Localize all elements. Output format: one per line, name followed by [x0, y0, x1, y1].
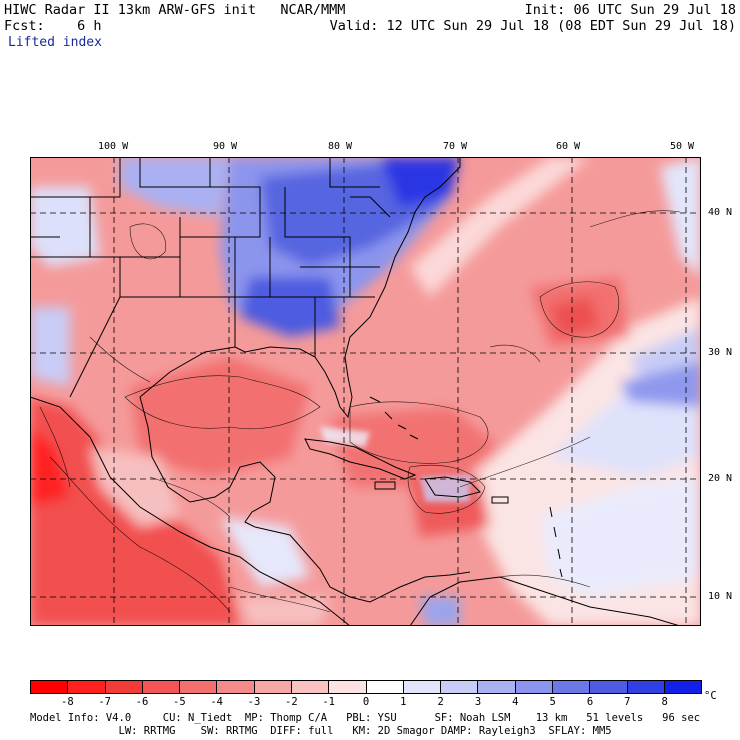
field-name: Lifted index: [8, 35, 102, 50]
agency-label: NCAR/MMM: [280, 2, 346, 18]
lat-label-30n: 30 N: [708, 347, 733, 358]
colorbar-tick-label: -4: [210, 696, 223, 708]
contours: [39, 210, 681, 613]
colorbar-tick-label: 6: [586, 696, 594, 708]
colorbar-swatch: [478, 681, 516, 693]
colorbar-tick-label: -5: [173, 696, 186, 708]
colorbar-tick-label: 7: [624, 696, 631, 708]
lat-label-40n: 40 N: [708, 207, 733, 218]
lon-label-90w: 90 W: [213, 141, 238, 152]
colorbar-tick-label: -2: [285, 696, 298, 708]
lon-label-80w: 80 W: [328, 141, 353, 152]
lon-label-60w: 60 W: [556, 141, 581, 152]
colorbar-swatch: [217, 681, 255, 693]
colorbar-tick-label: -8: [61, 696, 74, 708]
colorbar-swatch: [366, 681, 404, 693]
lon-label-50w: 50 W: [670, 141, 695, 152]
colorbar-tick-label: -3: [247, 696, 261, 708]
valid-time: Valid: 12 UTC Sun 29 Jul 18 (08 EDT Sun …: [329, 18, 736, 34]
map-frame: [30, 157, 701, 626]
lat-label-20n: 20 N: [708, 473, 733, 484]
colorbar-swatch: [627, 681, 665, 693]
model-info-line-2: LW: RRTMG SW: RRTMG DIFF: full KM: 2D Sm…: [30, 725, 612, 737]
colorbar-swatch: [142, 681, 181, 693]
coastlines: [30, 157, 681, 626]
colorbar-tick-label: -7: [98, 696, 111, 708]
colorbar-tick-label: -6: [135, 696, 149, 708]
colorbar-tick-label: 3: [474, 696, 482, 708]
colorbar: [30, 680, 702, 694]
init-time: Init: 06 UTC Sun 29 Jul 18: [524, 2, 736, 18]
lon-label-70w: 70 W: [443, 141, 468, 152]
colorbar-swatch: [403, 681, 442, 693]
colorbar-swatch: [180, 681, 218, 693]
forecast-hour: Fcst: 6 h: [4, 18, 102, 34]
colorbar-swatch: [590, 681, 628, 693]
colorbar-tick-label: 8: [661, 696, 668, 708]
colorbar-swatch: [68, 681, 106, 693]
colorbar-swatch: [552, 681, 591, 693]
colorbar-swatch: [291, 681, 330, 693]
lon-label-100w: 100 W: [98, 141, 129, 152]
colorbar-tick-label: 1: [400, 696, 407, 708]
colorbar-tick-label: -1: [322, 696, 335, 708]
colorbar-tick-label: 4: [512, 696, 519, 708]
colorbar-swatch: [105, 681, 143, 693]
product-title: HIWC Radar II 13km ARW-GFS init NCAR/MMM: [4, 2, 346, 18]
graticule: [30, 157, 701, 626]
colorbar-tick-label: 2: [437, 696, 444, 708]
model-info-line-1: Model Info: V4.0 CU: N_Tiedt MP: Thomp C…: [30, 712, 701, 724]
colorbar-swatch: [329, 681, 367, 693]
field-shading: [30, 157, 701, 626]
colorbar-swatch: [31, 681, 69, 693]
colorbar-tick-label: 0: [362, 696, 370, 708]
lifted-index-map: [30, 157, 701, 626]
colorbar-unit: °C: [704, 690, 717, 702]
lat-label-10n: 10 N: [708, 591, 733, 602]
colorbar-swatch: [441, 681, 479, 693]
colorbar-swatch: [254, 681, 292, 693]
colorbar-swatch: [664, 681, 702, 693]
colorbar-tick-label: 5: [549, 696, 556, 708]
colorbar-swatch: [515, 681, 553, 693]
